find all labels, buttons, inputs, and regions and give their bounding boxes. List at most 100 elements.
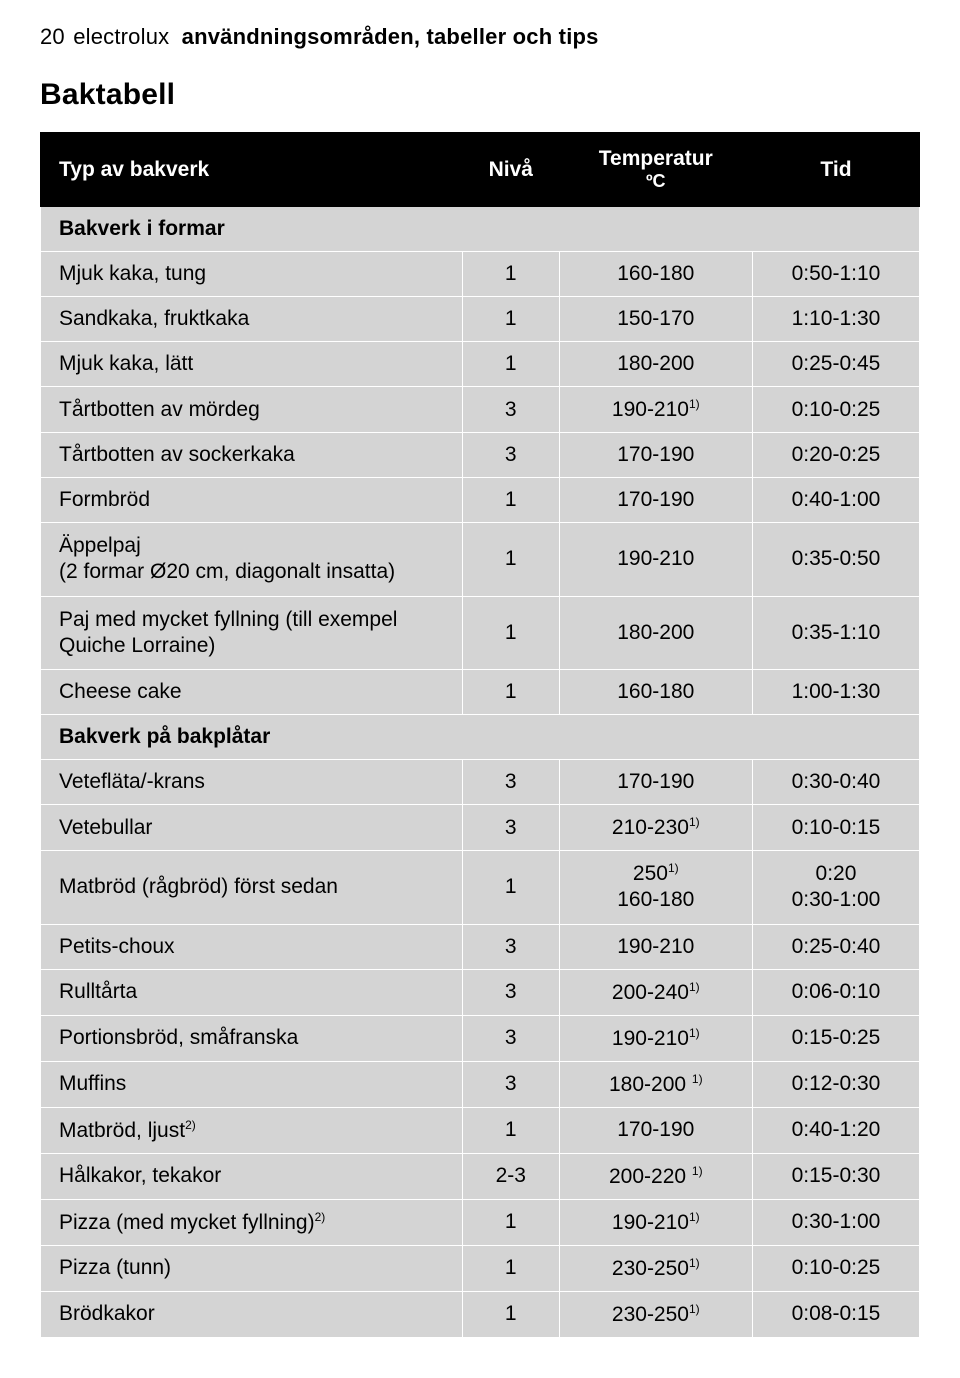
table-row: Muffins3180-200 1)0:12-0:30 xyxy=(41,1061,920,1107)
cell-level: 1 xyxy=(462,252,559,297)
cell-name: Cheese cake xyxy=(41,670,463,715)
cell-time: 0:35-0:50 xyxy=(752,523,919,597)
cell-temp: 230-2501) xyxy=(559,1291,752,1337)
col-temp-unit: ºC xyxy=(568,171,744,192)
cell-time: 0:200:30-1:00 xyxy=(752,851,919,925)
cell-level: 1 xyxy=(462,596,559,670)
page-number: 20 xyxy=(40,24,65,49)
cell-level: 1 xyxy=(462,851,559,925)
cell-level: 3 xyxy=(462,1015,559,1061)
cell-level: 1 xyxy=(462,297,559,342)
cell-time: 0:10-0:25 xyxy=(752,1245,919,1291)
cell-temp: 2501)160-180 xyxy=(559,851,752,925)
table-row: Formbröd1170-1900:40-1:00 xyxy=(41,478,920,523)
cell-temp: 190-210 xyxy=(559,924,752,969)
cell-name: Pizza (tunn) xyxy=(41,1245,463,1291)
table-row: Rulltårta3200-2401)0:06-0:10 xyxy=(41,969,920,1015)
cell-temp: 170-190 xyxy=(559,1107,752,1153)
cell-time: 1:00-1:30 xyxy=(752,670,919,715)
table-row: Vetefläta/-krans3170-1900:30-0:40 xyxy=(41,760,920,805)
table-title: Baktabell xyxy=(40,78,920,112)
cell-time: 0:15-0:30 xyxy=(752,1153,919,1199)
cell-time: 0:15-0:25 xyxy=(752,1015,919,1061)
section-heading: Bakverk i formar xyxy=(41,207,920,252)
table-row: Paj med mycket fyllning (till exempelQui… xyxy=(41,596,920,670)
col-time: Tid xyxy=(752,133,919,207)
cell-temp: 200-2401) xyxy=(559,969,752,1015)
cell-name: Portionsbröd, småfranska xyxy=(41,1015,463,1061)
table-row: Tårtbotten av sockerkaka3170-1900:20-0:2… xyxy=(41,433,920,478)
cell-temp: 180-200 xyxy=(559,596,752,670)
cell-level: 3 xyxy=(462,433,559,478)
table-row: Mjuk kaka, tung1160-1800:50-1:10 xyxy=(41,252,920,297)
cell-temp: 170-190 xyxy=(559,478,752,523)
cell-temp: 190-210 xyxy=(559,523,752,597)
cell-time: 0:12-0:30 xyxy=(752,1061,919,1107)
cell-level: 2-3 xyxy=(462,1153,559,1199)
cell-level: 1 xyxy=(462,1291,559,1337)
cell-time: 0:35-1:10 xyxy=(752,596,919,670)
table-row: Matbröd (rågbröd) först sedan12501)160-1… xyxy=(41,851,920,925)
table-row: Vetebullar3210-2301)0:10-0:15 xyxy=(41,805,920,851)
cell-time: 0:30-0:40 xyxy=(752,760,919,805)
cell-time: 0:08-0:15 xyxy=(752,1291,919,1337)
cell-temp: 230-2501) xyxy=(559,1245,752,1291)
cell-time: 0:30-1:00 xyxy=(752,1199,919,1245)
cell-time: 0:50-1:10 xyxy=(752,252,919,297)
cell-name: Matbröd (rågbröd) först sedan xyxy=(41,851,463,925)
table-row: Petits-choux3190-2100:25-0:40 xyxy=(41,924,920,969)
cell-name: Mjuk kaka, tung xyxy=(41,252,463,297)
cell-time: 0:10-0:25 xyxy=(752,387,919,433)
cell-level: 3 xyxy=(462,805,559,851)
cell-temp: 190-2101) xyxy=(559,1015,752,1061)
cell-level: 3 xyxy=(462,760,559,805)
cell-name: Sandkaka, fruktkaka xyxy=(41,297,463,342)
col-temp-label: Temperatur xyxy=(599,147,713,170)
section-row: Bakverk i formar xyxy=(41,207,920,252)
cell-name: Formbröd xyxy=(41,478,463,523)
cell-temp: 160-180 xyxy=(559,670,752,715)
cell-level: 3 xyxy=(462,969,559,1015)
cell-level: 1 xyxy=(462,1107,559,1153)
cell-time: 0:40-1:20 xyxy=(752,1107,919,1153)
cell-name: Hålkakor, tekakor xyxy=(41,1153,463,1199)
table-row: Pizza (med mycket fyllning)2)1190-2101)0… xyxy=(41,1199,920,1245)
cell-time: 1:10-1:30 xyxy=(752,297,919,342)
header-row: Typ av bakverk Nivå Temperatur ºC Tid xyxy=(41,133,920,207)
baking-table: Typ av bakverk Nivå Temperatur ºC Tid Ba… xyxy=(40,132,920,1338)
cell-temp: 200-220 1) xyxy=(559,1153,752,1199)
cell-name: Vetefläta/-krans xyxy=(41,760,463,805)
cell-level: 1 xyxy=(462,523,559,597)
col-type: Typ av bakverk xyxy=(41,133,463,207)
cell-time: 0:25-0:40 xyxy=(752,924,919,969)
cell-name: Vetebullar xyxy=(41,805,463,851)
table-row: Brödkakor1230-2501)0:08-0:15 xyxy=(41,1291,920,1337)
cell-level: 1 xyxy=(462,1199,559,1245)
cell-name: Mjuk kaka, lätt xyxy=(41,342,463,387)
cell-level: 3 xyxy=(462,924,559,969)
cell-name: Tårtbotten av sockerkaka xyxy=(41,433,463,478)
col-level: Nivå xyxy=(462,133,559,207)
table-row: Cheese cake1160-1801:00-1:30 xyxy=(41,670,920,715)
cell-time: 0:10-0:15 xyxy=(752,805,919,851)
section-row: Bakverk på bakplåtar xyxy=(41,715,920,760)
cell-temp: 190-2101) xyxy=(559,387,752,433)
cell-temp: 170-190 xyxy=(559,760,752,805)
cell-temp: 170-190 xyxy=(559,433,752,478)
cell-name: Pizza (med mycket fyllning)2) xyxy=(41,1199,463,1245)
section-heading: Bakverk på bakplåtar xyxy=(41,715,920,760)
table-row: Mjuk kaka, lätt1180-2000:25-0:45 xyxy=(41,342,920,387)
cell-name: Muffins xyxy=(41,1061,463,1107)
cell-level: 1 xyxy=(462,1245,559,1291)
table-row: Hålkakor, tekakor2-3200-220 1)0:15-0:30 xyxy=(41,1153,920,1199)
cell-level: 3 xyxy=(462,387,559,433)
table-row: Sandkaka, fruktkaka1150-1701:10-1:30 xyxy=(41,297,920,342)
table-row: Äppelpaj(2 formar Ø20 cm, diagonalt insa… xyxy=(41,523,920,597)
table-row: Tårtbotten av mördeg3190-2101)0:10-0:25 xyxy=(41,387,920,433)
cell-name: Rulltårta xyxy=(41,969,463,1015)
cell-name: Petits-choux xyxy=(41,924,463,969)
table-row: Pizza (tunn)1230-2501)0:10-0:25 xyxy=(41,1245,920,1291)
cell-level: 1 xyxy=(462,670,559,715)
cell-name: Matbröd, ljust2) xyxy=(41,1107,463,1153)
brand-name: electrolux xyxy=(73,24,169,49)
